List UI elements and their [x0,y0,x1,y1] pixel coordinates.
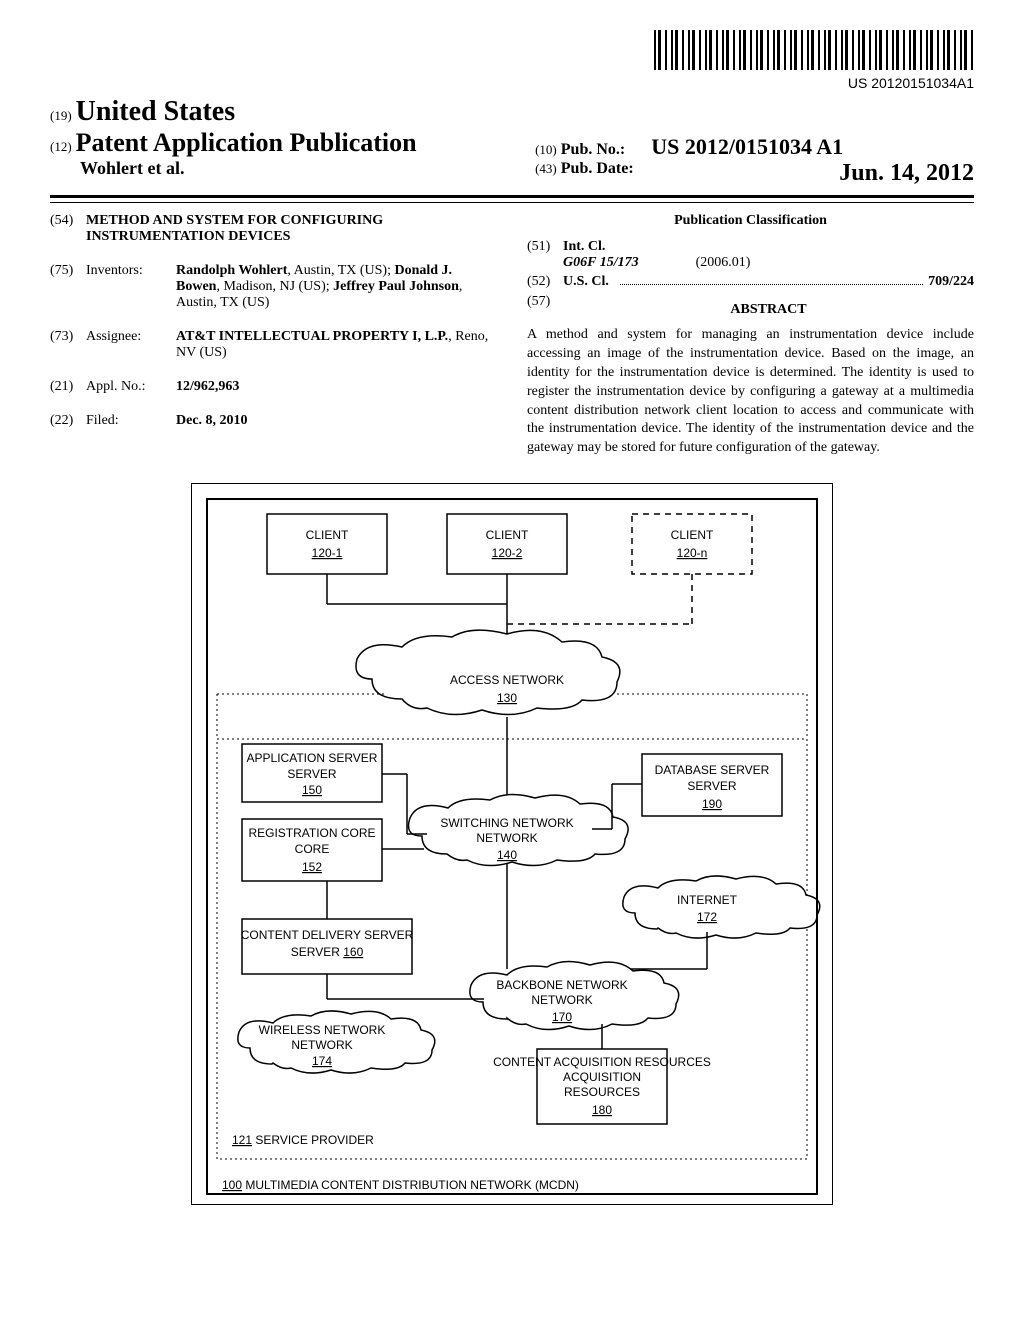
svg-text:CLIENT: CLIENT [671,528,714,542]
svg-text:ACCESS NETWORK: ACCESS NETWORK [450,673,564,687]
int-cl-label: Int. Cl. [563,239,605,254]
pub-no-label: Pub. No.: [561,141,625,158]
code-51: (51) [527,239,563,255]
filed-value: Dec. 8, 2010 [176,413,497,429]
svg-text:CLIENT: CLIENT [486,528,529,542]
code-21: (21) [50,379,86,395]
pub-date-value: Jun. 14, 2012 [839,160,974,187]
svg-text:NETWORK: NETWORK [476,831,537,845]
svg-text:121 SERVICE PROVIDER: 121 SERVICE PROVIDER [232,1133,374,1147]
svg-text:120-1: 120-1 [312,546,343,560]
pub-no-value: US 2012/0151034 A1 [651,134,843,159]
svg-text:INTERNET: INTERNET [677,893,738,907]
code-43: (43) [535,161,557,176]
barcode-text: US 20120151034A1 [50,75,974,91]
svg-text:WIRELESS NETWORK: WIRELESS NETWORK [259,1023,386,1037]
svg-text:DATABASE SERVER: DATABASE SERVER [655,763,770,777]
patent-header: (19) United States (12) Patent Applicati… [50,96,974,198]
svg-text:174: 174 [312,1054,332,1068]
barcode-area: US 20120151034A1 [50,30,974,91]
code-73: (73) [50,329,86,345]
code-54: (54) [50,213,86,229]
int-cl-code: G06F 15/173 [563,255,639,270]
country: United States [76,96,235,127]
svg-text:CONTENT DELIVERY SERVER: CONTENT DELIVERY SERVER [241,928,414,942]
barcode [654,30,974,70]
svg-text:100 MULTIMEDIA CONTENT DISTRIB: 100 MULTIMEDIA CONTENT DISTRIBUTION NETW… [222,1178,579,1192]
svg-text:APPLICATION SERVER: APPLICATION SERVER [247,751,378,765]
int-cl-date: (2006.01) [696,255,751,270]
svg-text:ACQUISITION: ACQUISITION [563,1070,641,1084]
svg-text:SERVER 160: SERVER 160 [291,945,364,959]
publication-type: Patent Application Publication [76,128,417,157]
authors-line: Wohlert et al. [80,158,184,178]
svg-text:SERVER: SERVER [687,779,736,793]
svg-text:REGISTRATION CORE: REGISTRATION CORE [248,826,375,840]
svg-text:140: 140 [497,848,517,862]
svg-text:NETWORK: NETWORK [291,1038,352,1052]
code-10: (10) [535,142,557,157]
svg-text:BACKBONE NETWORK: BACKBONE NETWORK [496,978,627,992]
svg-text:RESOURCES: RESOURCES [564,1085,640,1099]
appl-no-value: 12/962,963 [176,379,497,395]
code-19: (19) [50,108,72,123]
svg-text:NETWORK: NETWORK [531,993,592,1007]
filed-label: Filed: [86,413,176,429]
svg-text:CONTENT ACQUISITION RESOURCES: CONTENT ACQUISITION RESOURCES [493,1055,711,1069]
classification-header: Publication Classification [527,213,974,229]
svg-text:170: 170 [552,1010,572,1024]
abstract-text: A method and system for managing an inst… [527,326,974,458]
code-75: (75) [50,263,86,279]
code-12: (12) [50,139,72,154]
us-cl-label: U.S. Cl. [563,274,609,290]
svg-text:190: 190 [702,797,722,811]
assignee-label: Assignee: [86,329,176,345]
appl-no-label: Appl. No.: [86,379,176,395]
svg-text:SWITCHING NETWORK: SWITCHING NETWORK [440,816,573,830]
inventors-label: Inventors: [86,263,176,279]
bibliographic-section: (54) METHOD AND SYSTEM FOR CONFIGURING I… [50,213,974,458]
code-22: (22) [50,413,86,429]
dotted-leader [620,273,923,285]
assignee-value: AT&T INTELLECTUAL PROPERTY I, L.P., Reno… [176,329,497,361]
pub-date-label: Pub. Date: [561,160,634,177]
network-diagram: CLIENT 120-1 CLIENT 120-2 CLIENT 120-n A… [191,483,833,1205]
svg-text:120-2: 120-2 [492,546,523,560]
figure-container: CLIENT 120-1 CLIENT 120-2 CLIENT 120-n A… [50,483,974,1205]
svg-text:172: 172 [697,910,717,924]
svg-text:180: 180 [592,1103,612,1117]
svg-text:SERVER: SERVER [287,767,336,781]
svg-text:120-n: 120-n [677,546,708,560]
us-cl-value: 709/224 [928,274,974,290]
svg-text:130: 130 [497,691,517,705]
code-52: (52) [527,274,563,290]
invention-title: METHOD AND SYSTEM FOR CONFIGURING INSTRU… [86,213,497,245]
code-57: (57) [527,294,563,326]
abstract-header: ABSTRACT [563,302,974,318]
svg-text:CLIENT: CLIENT [306,528,349,542]
inventors-value: Randolph Wohlert, Austin, TX (US); Donal… [176,263,497,311]
svg-text:152: 152 [302,860,322,874]
svg-text:150: 150 [302,783,322,797]
svg-text:CORE: CORE [295,842,330,856]
